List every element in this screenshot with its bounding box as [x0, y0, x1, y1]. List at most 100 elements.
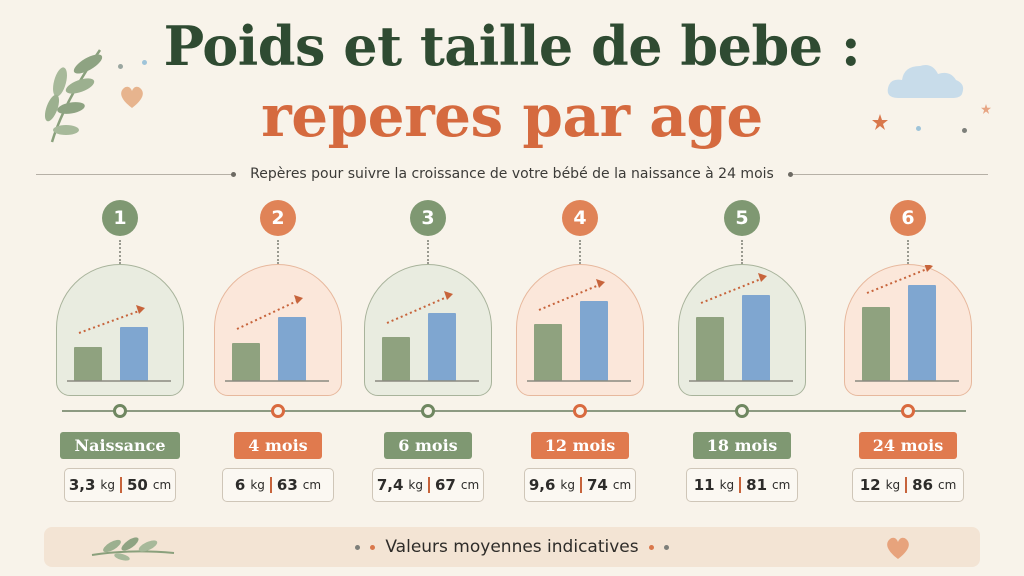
- stage-number-badge: 6: [890, 200, 926, 236]
- weight-unit: kg: [100, 478, 115, 492]
- growth-chart-icon: [67, 305, 171, 382]
- measurements-box: 11 kg 81 cm: [686, 468, 798, 502]
- subtitle: Repères pour suivre la croissance de vot…: [250, 166, 774, 182]
- weight-unit: kg: [719, 478, 735, 492]
- height-bar: [278, 317, 306, 381]
- growth-arrow-head: [596, 279, 605, 288]
- stage-1: 1 Naissance 3,3 kg 50 cm: [40, 200, 200, 510]
- weight-value: 12: [859, 476, 881, 494]
- weight-unit: kg: [885, 478, 901, 492]
- connector-dots: [907, 240, 909, 264]
- value-separator: [739, 477, 742, 493]
- height-value: 74: [586, 476, 608, 494]
- heart-icon: [887, 537, 909, 559]
- stage-number-badge: 1: [102, 200, 138, 236]
- subtitle-divider-left: [36, 171, 237, 177]
- growth-arrow-icon: [236, 300, 298, 330]
- decor-dot: [355, 544, 361, 550]
- height-unit: cm: [612, 478, 632, 492]
- measurements-box: 12 kg 86 cm: [852, 468, 964, 502]
- height-unit: cm: [152, 478, 172, 492]
- age-label-text: 6 mois: [384, 432, 472, 459]
- age-label-text: 24 mois: [858, 432, 958, 459]
- age-label: Naissance: [40, 432, 200, 459]
- age-label: 24 mois: [828, 432, 988, 459]
- age-label-text: 4 mois: [234, 432, 322, 459]
- growth-dome: [214, 264, 342, 396]
- growth-arrow-head: [924, 265, 933, 272]
- subtitle-row: Repères pour suivre la croissance de vot…: [0, 162, 1024, 186]
- decor-dot: [962, 128, 967, 133]
- measurements-box: 7,4 kg 67 cm: [372, 468, 484, 502]
- height-bar: [742, 295, 770, 381]
- age-label-text: 18 mois: [692, 432, 792, 459]
- height-value: 86: [912, 476, 934, 494]
- stage-2: 2 4 mois 6 kg 63 cm: [198, 200, 358, 510]
- growth-chart-icon: [225, 295, 329, 382]
- footer-text: Valeurs moyennes indicatives: [385, 537, 639, 557]
- growth-arrow-head: [136, 305, 145, 314]
- height-value: 63: [276, 476, 298, 494]
- growth-arrow-head: [444, 291, 453, 300]
- height-unit: cm: [772, 478, 791, 492]
- star-icon: [981, 104, 991, 114]
- decor-dot: [142, 60, 147, 65]
- growth-dome: [56, 264, 184, 396]
- growth-dome: [678, 264, 806, 396]
- weight-value: 6: [234, 476, 246, 494]
- decor-dot: [118, 64, 123, 69]
- decor-dot: [370, 544, 376, 550]
- value-separator: [427, 477, 430, 493]
- leaf-branch-icon: [44, 49, 103, 143]
- weight-bar: [382, 337, 410, 381]
- height-bar: [428, 313, 456, 381]
- leaf-branch-icon: [91, 537, 175, 561]
- height-unit: cm: [460, 478, 480, 492]
- weight-value: 7,4: [376, 476, 404, 494]
- growth-dome: [364, 264, 492, 396]
- weight-bar: [74, 347, 102, 381]
- age-label-text: Naissance: [60, 432, 180, 459]
- decor-dot: [916, 126, 921, 131]
- connector-dots: [741, 240, 743, 264]
- heart-icon: [121, 86, 143, 108]
- stage-number-badge: 5: [724, 200, 760, 236]
- timeline-marker: [735, 404, 749, 418]
- stage-6: 6 24 mois 12 kg 86 cm: [828, 200, 988, 510]
- age-label: 18 mois: [662, 432, 822, 459]
- measurements-box: 3,3 kg 50 cm: [64, 468, 176, 502]
- age-label: 6 mois: [348, 432, 508, 459]
- connector-dots: [277, 240, 279, 264]
- title-line-2: reperes par age: [261, 82, 763, 150]
- growth-arrow-icon: [386, 296, 448, 324]
- age-label: 12 mois: [500, 432, 660, 459]
- weight-unit: kg: [560, 478, 575, 492]
- height-value: 81: [746, 476, 768, 494]
- title-line-1: Poids et taille de bebe :: [163, 14, 861, 78]
- growth-arrow-icon: [538, 284, 600, 311]
- measurements-box: 6 kg 63 cm: [222, 468, 334, 502]
- growth-arrow-head: [758, 273, 767, 282]
- weight-bar: [232, 343, 260, 381]
- value-separator: [119, 477, 122, 493]
- weight-value: 3,3: [68, 476, 96, 494]
- growth-chart-icon: [855, 265, 959, 382]
- height-bar: [580, 301, 608, 381]
- growth-arrow-icon: [700, 278, 762, 304]
- height-value: 50: [126, 476, 148, 494]
- height-unit: cm: [938, 478, 957, 492]
- stage-5: 5 18 mois 11 kg 81 cm: [662, 200, 822, 510]
- weight-value: 9,6: [528, 476, 556, 494]
- timeline-marker: [573, 404, 587, 418]
- value-separator: [905, 477, 908, 493]
- footer-banner: Valeurs moyennes indicatives: [44, 527, 980, 567]
- stage-3: 3 6 mois 7,4 kg 67 cm: [348, 200, 508, 510]
- decor-dot: [648, 544, 654, 550]
- star-icon: [872, 114, 888, 130]
- timeline-marker: [271, 404, 285, 418]
- timeline-marker: [113, 404, 127, 418]
- weight-bar: [534, 324, 562, 381]
- weight-unit: kg: [408, 478, 423, 492]
- value-separator: [579, 477, 582, 493]
- connector-dots: [579, 240, 581, 264]
